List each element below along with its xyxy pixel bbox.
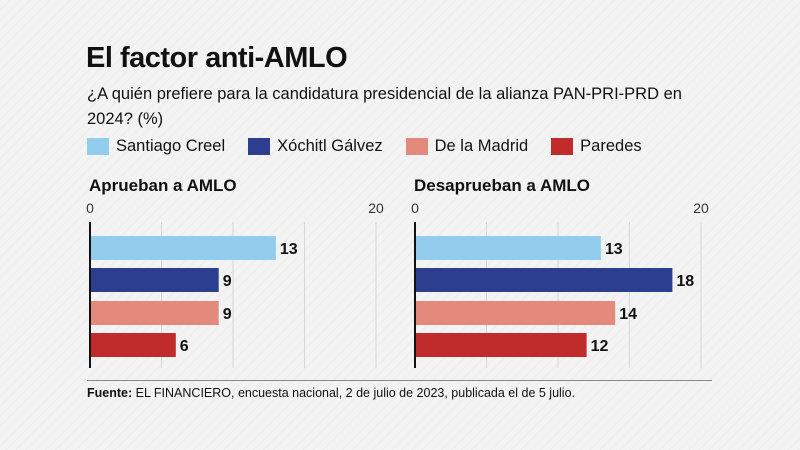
- panel-title-aprueban: Aprueban a AMLO: [89, 176, 237, 195]
- tick-label: 0: [411, 200, 419, 216]
- panel-aprueban: 0 20 13 9 9 6: [86, 200, 384, 368]
- legend-item: Xóchitl Gálvez: [248, 137, 383, 156]
- value-label: 12: [591, 338, 609, 355]
- legend-item: Paredes: [551, 137, 642, 156]
- legend-swatch: [405, 138, 428, 155]
- value-label: 13: [280, 241, 298, 258]
- chart-title: El factor anti-AMLO: [86, 42, 348, 74]
- tick-label: 20: [693, 200, 709, 216]
- legend-swatch: [87, 138, 109, 155]
- legend-item: Santiago Creel: [87, 137, 225, 156]
- legend-label: Xóchitl Gálvez: [277, 137, 383, 155]
- bar: [415, 301, 616, 325]
- bar: [90, 301, 219, 325]
- tick-label: 0: [86, 200, 94, 216]
- legend-label: Santiago Creel: [116, 137, 226, 155]
- source-note: Fuente: EL FINANCIERO, encuesta nacional…: [87, 386, 575, 400]
- bar: [90, 236, 276, 260]
- value-label: 13: [605, 241, 623, 258]
- bar: [90, 268, 219, 292]
- legend-swatch: [551, 138, 574, 155]
- legend-label: Paredes: [580, 137, 642, 155]
- value-label: 18: [676, 273, 694, 290]
- bar: [415, 268, 673, 292]
- bar: [415, 333, 587, 357]
- legend-swatch: [248, 138, 271, 155]
- value-label: 14: [619, 306, 637, 323]
- legend-item: De la Madrid: [405, 137, 529, 156]
- source-label: Fuente:: [87, 386, 133, 400]
- value-label: 9: [223, 273, 232, 290]
- legend: Santiago Creel Xóchitl Gálvez De la Madr…: [87, 137, 665, 156]
- footer-divider: [87, 380, 712, 381]
- value-label: 6: [180, 338, 189, 355]
- panel-desaprueban: 0 20 13 18 14 12: [411, 200, 709, 368]
- legend-label: De la Madrid: [434, 137, 529, 155]
- bar: [90, 333, 176, 357]
- value-label: 9: [223, 306, 232, 323]
- bar: [415, 236, 601, 260]
- chart-subtitle: ¿A quién prefiere para la candidatura pr…: [87, 85, 682, 128]
- source-text: EL FINANCIERO, encuesta nacional, 2 de j…: [132, 386, 575, 400]
- panel-title-desaprueban: Desaprueban a AMLO: [414, 176, 591, 195]
- tick-label: 20: [368, 200, 384, 216]
